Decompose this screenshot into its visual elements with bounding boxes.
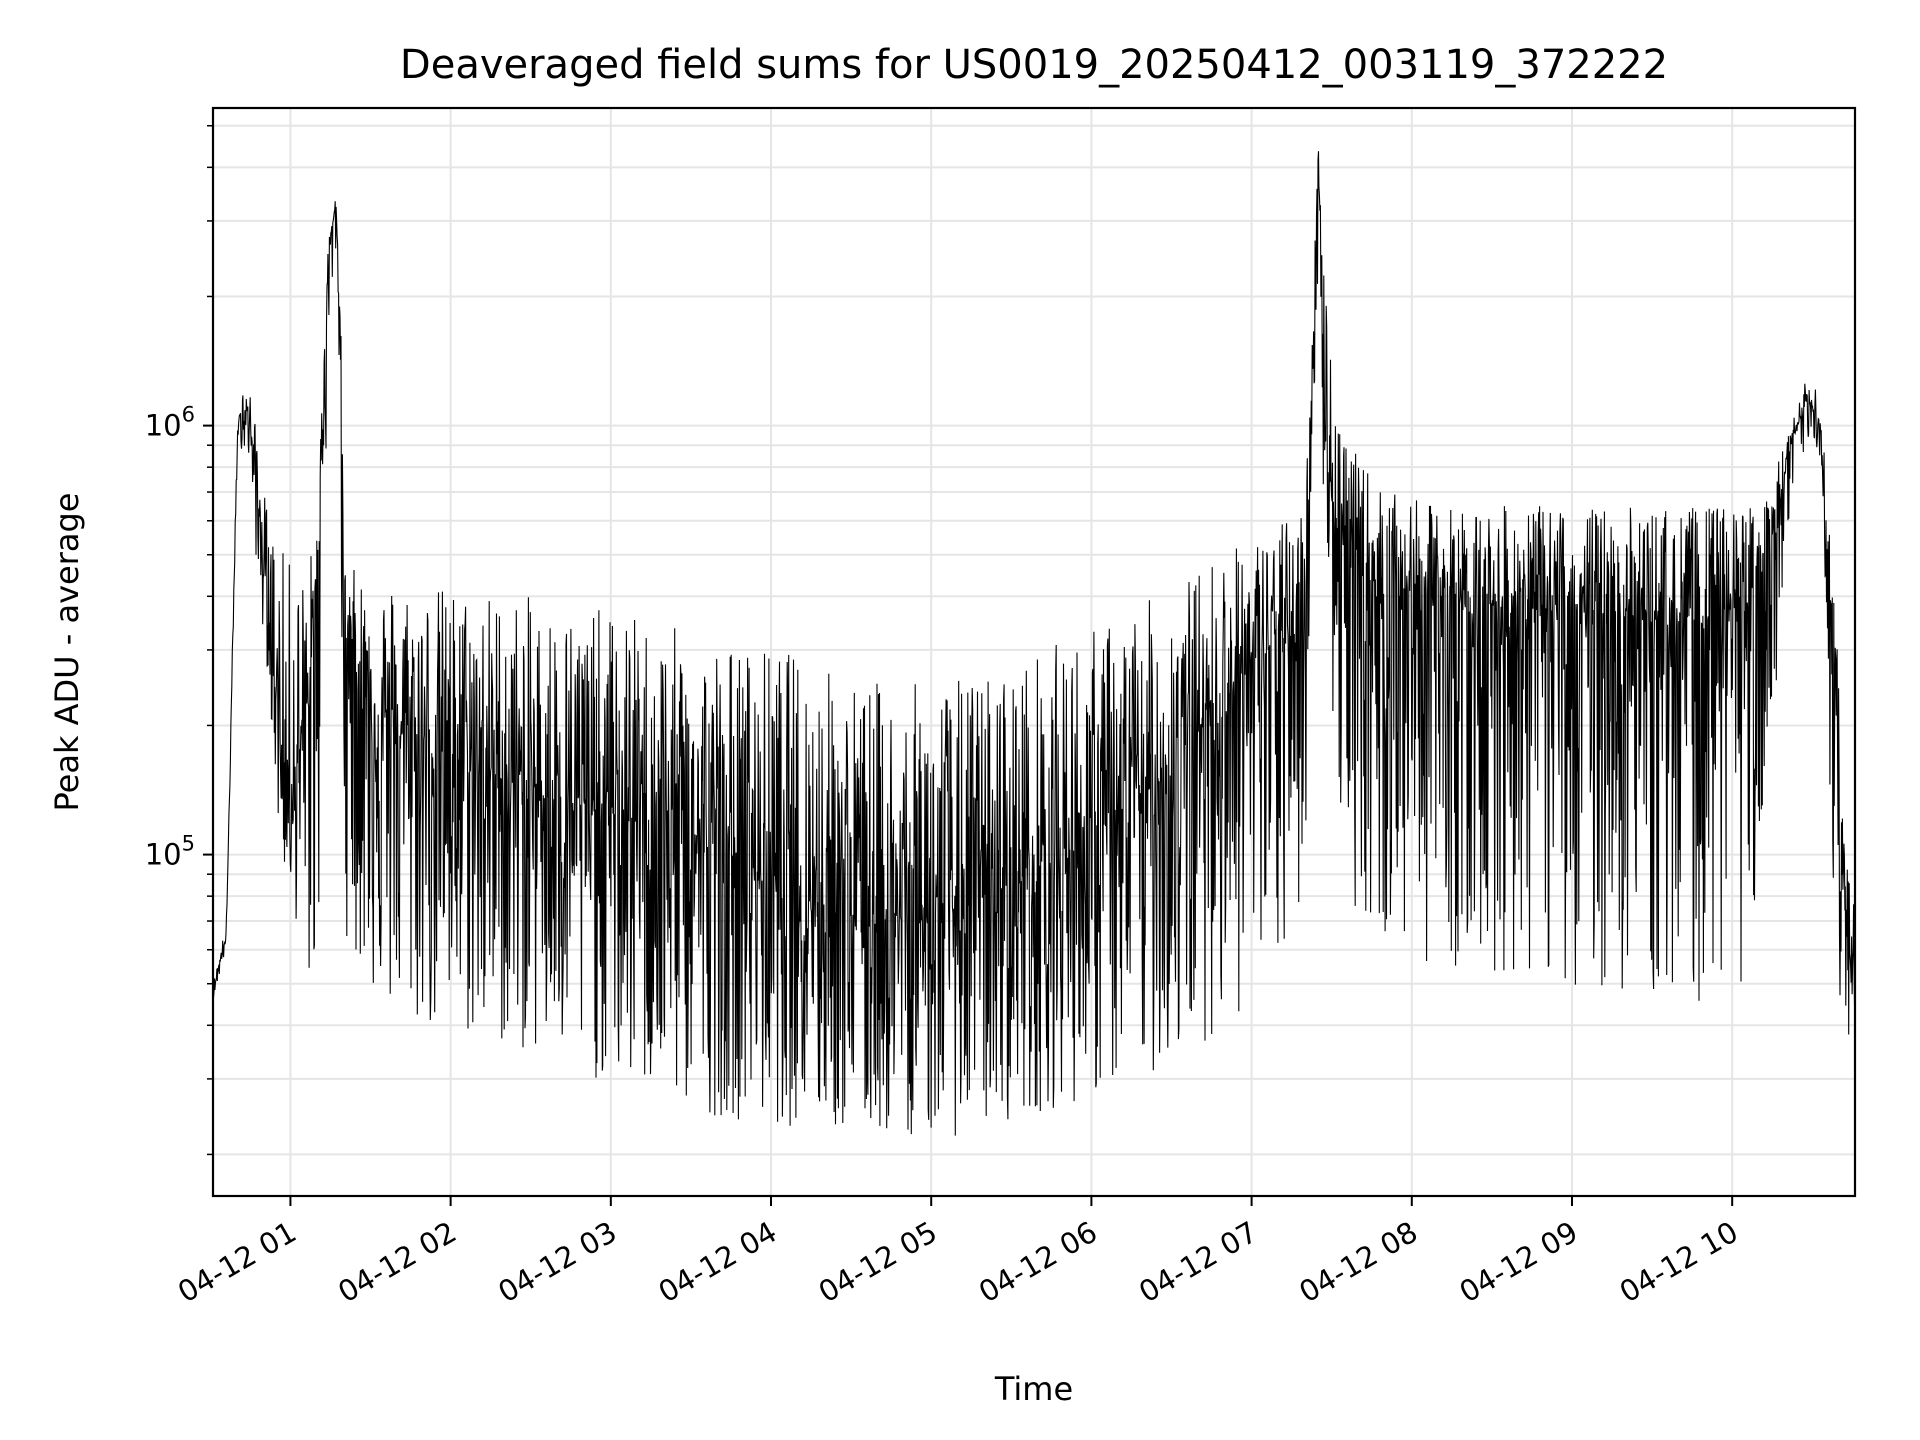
y-ticks: 105 106	[145, 125, 213, 1156]
plot-frame	[211, 106, 1857, 1198]
x-axis-label: Time	[994, 1370, 1073, 1408]
series-line	[212, 151, 1856, 1136]
y-axis-label: Peak ADU - average	[48, 493, 86, 812]
data-series	[212, 151, 1856, 1136]
chart-title: Deaveraged field sums for US0019_2025041…	[400, 42, 1668, 88]
y-tick-label: 105	[145, 832, 195, 872]
y-tick-label: 106	[145, 403, 195, 443]
